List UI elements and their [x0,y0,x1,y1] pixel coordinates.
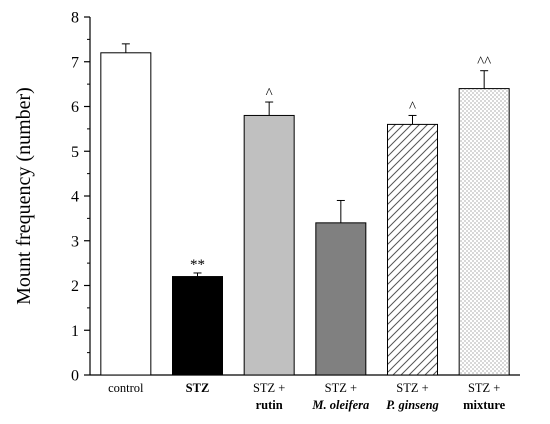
x-category-label-line2: rutin [256,398,283,412]
bar [458,88,510,376]
x-category-label: STZ + [253,381,285,395]
y-axis-title: Mount frequency (number) [13,87,35,305]
significance-marker: ^^ [477,55,491,71]
x-category-label: STZ + [325,381,357,395]
x-category-label: STZ [186,381,210,395]
ticks-group: 0 1 2 3 4 5 6 7 8 [71,10,90,385]
y-tick-label: 5 [71,144,79,161]
x-category-label-line2: M. oleifera [311,398,369,412]
bar [387,123,438,376]
x-category-label: STZ + [468,381,500,395]
x-category-label: control [108,381,144,395]
y-tick-label: 8 [71,10,79,27]
significance-marker: ^ [266,86,273,102]
bar [243,114,295,376]
bar [315,222,367,376]
y-tick-label: 4 [71,189,79,206]
bars-group: **^^^^ [100,43,510,376]
y-tick-label: 3 [71,233,79,250]
category-labels-group: control STZ STZ + rutin STZ + M. oleifera STZ … [108,381,506,412]
significance-marker: ^ [409,99,416,115]
bar [100,52,152,376]
y-tick-label: 0 [71,368,79,385]
significance-marker: ** [190,257,205,273]
y-tick-label: 6 [71,99,79,116]
y-tick-label: 2 [71,278,79,295]
x-category-label-line2: mixture [463,398,506,412]
x-category-label-line2: P. ginseng [386,398,439,412]
y-tick-label: 7 [71,54,79,71]
y-tick-label: 1 [71,323,79,340]
y-axis-label-group: Mount frequency (number) [13,87,35,305]
bar [172,276,223,376]
axes-group [89,17,520,376]
x-category-label: STZ + [396,381,428,395]
